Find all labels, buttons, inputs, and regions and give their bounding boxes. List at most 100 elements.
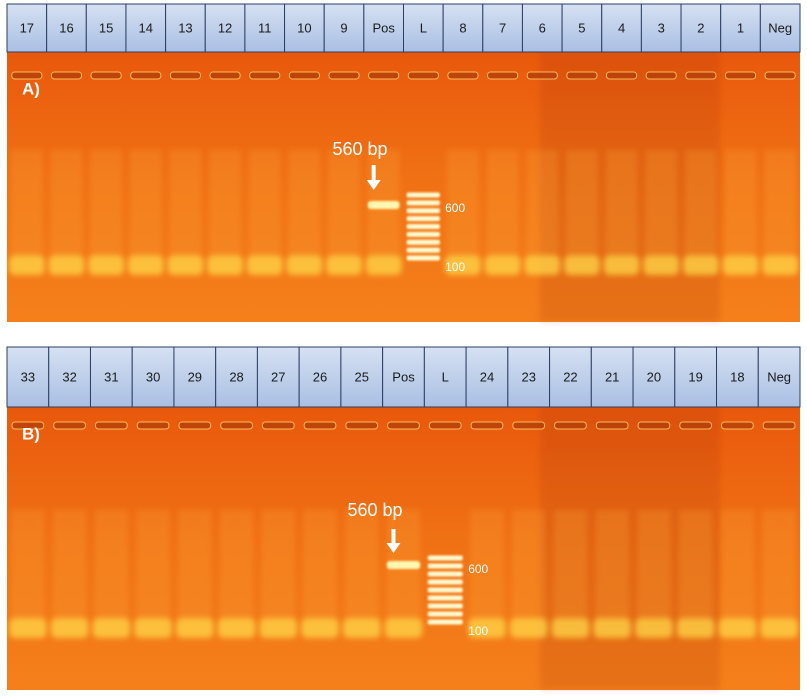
ladder-band [406,200,440,206]
lane-smear [762,510,796,620]
lane-header-cell [507,346,551,408]
lane-smear [553,510,588,620]
lane-band-low [603,255,640,275]
panel-label: A) [22,79,40,98]
lane-smear [129,150,162,255]
lane-label: 11 [258,20,272,35]
lane-band-low [88,255,124,275]
lane-header-cell [403,3,444,53]
lane-band-low [635,618,673,638]
lane-header-cell [215,346,258,408]
lane-band-low [683,255,719,275]
lane-label: 19 [688,369,702,384]
well [428,421,462,430]
well [470,421,504,430]
lane-band-low [9,618,47,638]
lane-header-cell [382,346,425,408]
lane-label: 29 [188,369,202,384]
lane-header-cell [465,346,509,408]
lane-label: 20 [647,369,661,384]
ladder-band [427,619,463,625]
lane-header-cell [521,3,563,53]
well [724,71,757,80]
well [637,421,671,430]
ladder-band [406,239,440,245]
well [50,71,83,80]
lane-smear [637,510,671,620]
lane-band-low [342,618,381,638]
gel-panel: 33 32 31 30 29 28 27 26 25 Pos L 24 23 22 21 20 19 18 Neg 6… [6,346,801,690]
well [328,71,360,80]
lane-smear [11,510,45,620]
well [136,421,170,430]
lane-smear [724,150,757,255]
lane-smear [566,150,598,255]
lane-label: 14 [139,20,153,35]
lane-smear [261,510,295,620]
well [595,421,629,430]
lane-label: 12 [218,20,232,35]
lane-band-low [722,255,759,275]
lane-band-low [551,618,590,638]
lane-header-cell [284,3,325,53]
lane-smear [447,150,479,255]
lane-smear [178,510,212,620]
lane-header-cell [716,346,759,408]
lane-band-low [217,618,256,638]
lane-header-cell [482,3,523,53]
lane-smear [288,150,321,255]
lane-header-cell [757,346,801,408]
lane-band-low [365,255,402,275]
lane-label: 4 [618,20,625,35]
lane-label: 13 [178,20,192,35]
lane-header-cell [423,346,467,408]
lane-band-low [509,618,548,638]
lane-header-cell [6,3,48,53]
well [178,421,212,430]
lane-band-low [207,255,243,275]
lane-label: 22 [563,369,577,384]
ladder-band [406,216,440,222]
lane-band-low [48,255,85,275]
lane-header-cell [674,346,718,408]
lane-header-cell [298,346,342,408]
lane-band-low [127,255,164,275]
positive-band [367,201,400,209]
lane-header-cell [759,3,801,53]
lane-label: Neg [767,369,791,384]
lane-label: 6 [539,20,546,35]
well [645,71,677,80]
ladder-band [406,192,440,198]
lane-band-low [384,618,423,638]
lane-band-low [524,255,561,275]
lane-header-cell [590,346,634,408]
lane-label: L [420,20,427,35]
well [447,71,479,80]
lane-label: Neg [768,20,792,35]
well [261,421,295,430]
lane-smear [512,510,546,620]
lane-smear [605,150,638,255]
lane-smear [328,150,360,255]
lane-label: 3 [658,20,665,35]
lane-label: 15 [99,20,113,35]
lane-header-cell [720,3,761,53]
lane-label: 2 [697,20,704,35]
lane-smear [169,150,202,255]
ladder-band [427,579,463,585]
ladder-band [427,595,463,601]
lane-label: Pos [392,369,415,384]
band-size-annotation: 560 bp [347,500,402,520]
well [512,421,546,430]
lane-smear [248,150,281,255]
lane-smear [685,150,717,255]
lane-label: 33 [21,369,35,384]
well [169,71,201,80]
gel-panel: 17 16 15 14 13 12 11 10 9 Pos L 8 7 6 5 4 3 2 1 Neg 600 100 56… [6,3,801,322]
lane-header-cell [244,3,286,53]
lane-label: 10 [297,20,311,35]
lane-band-low [92,618,131,638]
lane-header-cell [549,346,592,408]
lane-header-cell [363,3,405,53]
